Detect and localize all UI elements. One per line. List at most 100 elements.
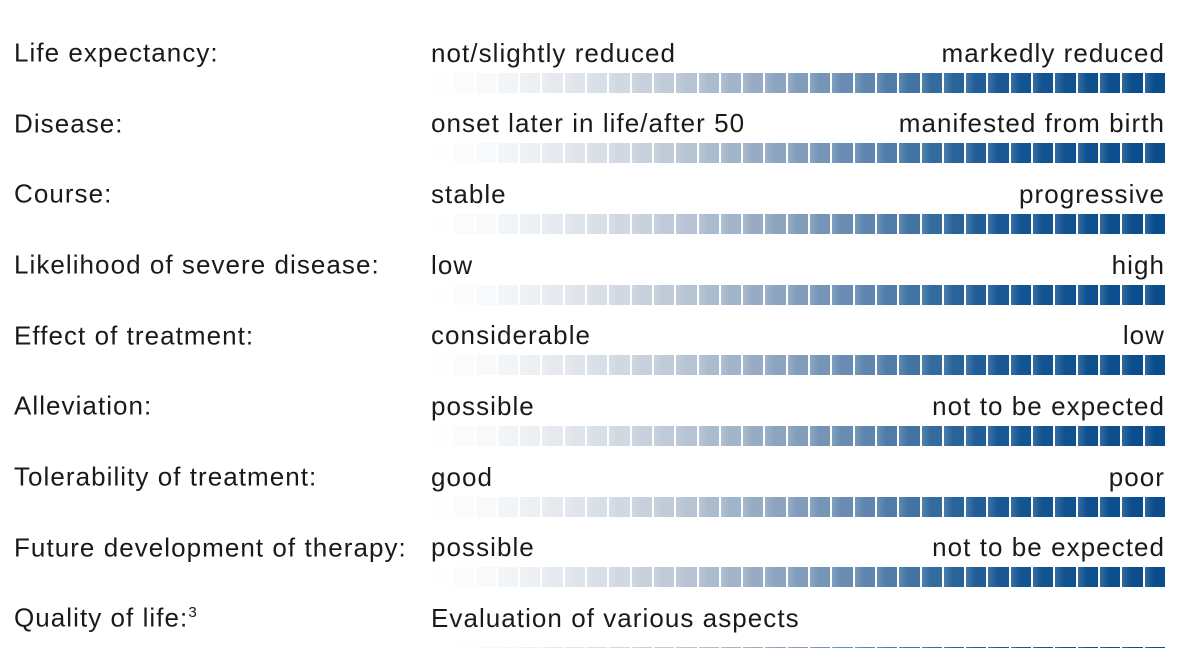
scale-row: Alleviation: possible not to be expected [14, 387, 1165, 446]
right-descriptor: poor [1108, 461, 1165, 492]
scale-cell [921, 355, 942, 376]
scale-row: Future development of therapy: possible … [14, 529, 1165, 588]
scale-cell [587, 72, 608, 93]
scale-cell [1144, 213, 1165, 234]
scale-cell [810, 496, 831, 517]
scale-cell [520, 567, 541, 588]
scale-cell [720, 355, 742, 376]
scale-cell [1122, 213, 1143, 234]
scale-cell [1122, 284, 1143, 305]
scale-cell [810, 72, 831, 93]
scale-cell [720, 496, 742, 517]
scale-cell [1055, 213, 1076, 234]
row-label: Life expectancy: [14, 37, 219, 68]
scale-cell [497, 355, 519, 376]
scale-cell [520, 355, 541, 376]
scale-cell [899, 355, 920, 376]
scale-cell [1099, 496, 1121, 517]
scale-cell [631, 646, 652, 648]
scale-cell [542, 496, 563, 517]
scale-cell [431, 72, 452, 93]
scale-cell [564, 496, 586, 517]
scale-cell [453, 355, 474, 376]
scale-cell [587, 213, 608, 234]
scale-cell [609, 284, 630, 305]
left-descriptor: onset later in life/after 50 [431, 108, 746, 139]
scale-cell [475, 646, 496, 648]
scale-cell [542, 72, 563, 93]
scale-cell [1033, 72, 1054, 93]
scale-cell [743, 646, 764, 648]
right-descriptor: not to be expected [932, 532, 1165, 563]
scale-cell [988, 143, 1009, 164]
scale-cell [698, 567, 719, 588]
scale-row: Disease: onset later in life/after 50 ma… [14, 105, 1165, 164]
scale-cell [698, 425, 719, 446]
scale-cell [876, 284, 898, 305]
scale-cell [1077, 496, 1098, 517]
scale-cell [943, 567, 965, 588]
scale-row-text: Likelihood of severe disease: low high [14, 246, 1165, 279]
scale-cell [921, 496, 942, 517]
row-label: Tolerability of treatment: [14, 461, 318, 492]
scale-cell [587, 425, 608, 446]
scale-row-text: Course: stable progressive [14, 175, 1165, 208]
scale-cell [966, 355, 987, 376]
scale-cell [653, 567, 675, 588]
scale-cell [810, 646, 831, 648]
scale-cell [1010, 646, 1032, 648]
scale-cell [453, 213, 474, 234]
scale-cell [609, 213, 630, 234]
scale-row-text: Disease: onset later in life/after 50 ma… [14, 105, 1165, 139]
scale-cell [698, 213, 719, 234]
scale-cell [1077, 284, 1098, 305]
scale-cell [631, 284, 652, 305]
scale-cell [1010, 284, 1032, 305]
scale-cell [653, 496, 675, 517]
scale-cell [475, 72, 496, 93]
scale-cell [854, 646, 875, 648]
scale-row: Tolerability of treatment: good poor [14, 458, 1165, 517]
scale-cell [631, 213, 652, 234]
scale-row-text: Future development of therapy: possible … [14, 529, 1165, 563]
scale-cell [1010, 567, 1032, 588]
scale-cell [921, 425, 942, 446]
scale-cell [1033, 425, 1054, 446]
scale-cell [943, 72, 965, 93]
scale-cell [876, 496, 898, 517]
scale-cell [453, 284, 474, 305]
scale-cell [787, 425, 809, 446]
gradient-bar [431, 284, 1165, 305]
scale-cell [1122, 496, 1143, 517]
gradient-bar [431, 72, 1165, 93]
scale-cell [765, 213, 786, 234]
scale-cell [497, 213, 519, 234]
scale-cell [520, 72, 541, 93]
scale-cell [1033, 496, 1054, 517]
scale-cell [564, 425, 586, 446]
right-descriptor: high [1111, 249, 1165, 280]
scale-cell [1077, 355, 1098, 376]
scale-cell [876, 72, 898, 93]
scale-cell [1144, 496, 1165, 517]
scale-cell [520, 646, 541, 648]
row-label: Disease: [14, 108, 124, 139]
scale-cell [921, 567, 942, 588]
scale-cell [810, 425, 831, 446]
left-descriptor: possible [431, 532, 535, 563]
scale-cell [1010, 425, 1032, 446]
scale-cell [943, 213, 965, 234]
scale-cell [854, 567, 875, 588]
scale-cell [609, 425, 630, 446]
scale-cell [832, 72, 853, 93]
scale-cell [832, 425, 853, 446]
scale-cell [497, 646, 519, 648]
scale-cell [899, 425, 920, 446]
scale-cell [676, 567, 697, 588]
scale-cell [765, 646, 786, 648]
scale-cell [609, 567, 630, 588]
scale-cell [1099, 284, 1121, 305]
scale-cell [1099, 355, 1121, 376]
scale-cell [587, 496, 608, 517]
left-descriptor: good [431, 461, 494, 492]
